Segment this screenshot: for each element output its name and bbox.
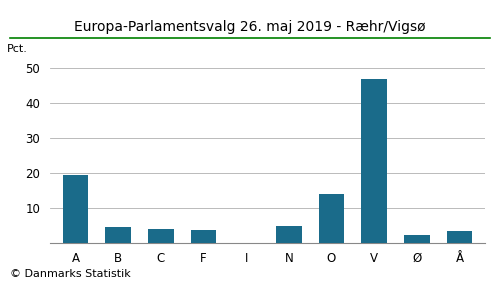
Text: © Danmarks Statistik: © Danmarks Statistik bbox=[10, 269, 131, 279]
Bar bbox=[446, 231, 472, 243]
Text: Europa-Parlamentsvalg 26. maj 2019 - Ræhr/Vigsø: Europa-Parlamentsvalg 26. maj 2019 - Ræh… bbox=[74, 20, 426, 34]
Bar bbox=[276, 226, 301, 243]
Bar bbox=[404, 235, 429, 243]
Bar bbox=[362, 79, 387, 243]
Bar bbox=[148, 228, 174, 243]
Text: Pct.: Pct. bbox=[6, 44, 28, 54]
Bar bbox=[63, 175, 88, 243]
Bar bbox=[190, 230, 216, 243]
Bar bbox=[106, 227, 131, 243]
Bar bbox=[318, 193, 344, 243]
